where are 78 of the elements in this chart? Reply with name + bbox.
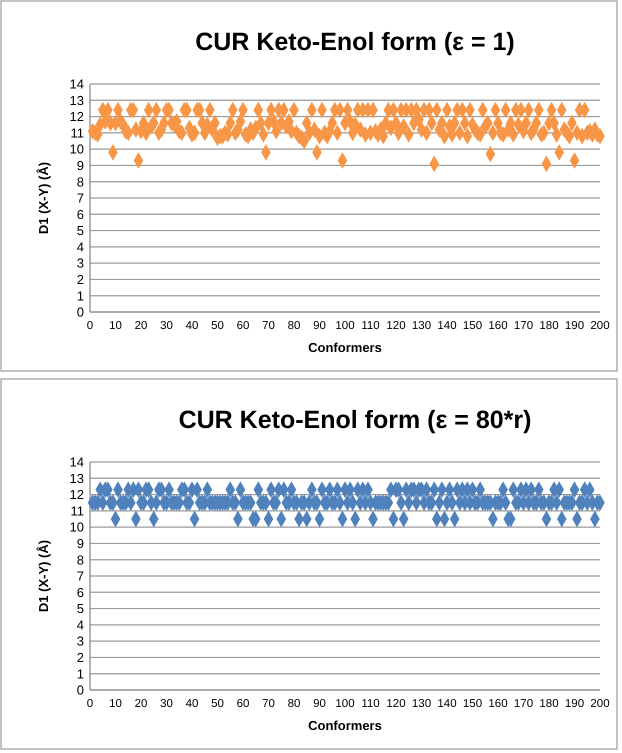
y-tick-label: 6 <box>76 206 84 222</box>
x-tick-label: 0 <box>86 320 94 332</box>
x-tick-label: 180 <box>539 698 559 710</box>
x-tick-label: 40 <box>186 698 198 710</box>
y-tick-label: 9 <box>76 536 84 551</box>
y-tick-label: 3 <box>76 634 84 649</box>
y-tick-label: 8 <box>76 174 84 190</box>
x-tick-label: 170 <box>514 320 534 332</box>
x-tick-label: 160 <box>488 698 508 710</box>
y-tick-label: 13 <box>70 92 84 108</box>
x-tick-label: 0 <box>86 698 94 710</box>
x-tick-label: 70 <box>262 320 275 332</box>
x-tick-label: 10 <box>109 698 122 710</box>
x-tick-label: 50 <box>211 698 224 710</box>
x-tick-label: 140 <box>437 698 457 710</box>
chart-title: CUR Keto-Enol form (ε = 80*r) <box>178 406 532 434</box>
x-tick-label: 200 <box>590 698 610 710</box>
y-tick-label: 9 <box>76 158 84 173</box>
x-tick-label: 190 <box>564 698 584 710</box>
x-tick-label: 90 <box>313 698 326 710</box>
x-tick-label: 120 <box>386 698 406 710</box>
x-tick-label: 90 <box>313 320 326 332</box>
y-tick-label: 7 <box>76 568 84 584</box>
y-tick-label: 11 <box>70 503 84 518</box>
x-tick-label: 130 <box>412 320 432 332</box>
chart-title: CUR Keto-Enol form (ε = 1) <box>195 28 515 56</box>
x-tick-label: 170 <box>514 698 534 710</box>
x-tick-label: 150 <box>462 320 482 332</box>
x-axis-title: Conformers <box>308 340 382 355</box>
y-tick-label: 0 <box>76 682 84 698</box>
y-axis-title: D1 (X-Y) (Å) <box>36 162 51 234</box>
x-tick-label: 150 <box>462 698 482 710</box>
y-tick-label: 2 <box>76 272 84 287</box>
y-tick-label: 12 <box>70 487 84 502</box>
x-axis-title: Conformers <box>308 718 382 733</box>
x-tick-label: 70 <box>262 698 275 710</box>
x-tick-label: 190 <box>564 320 584 332</box>
x-tick-label: 60 <box>236 698 250 710</box>
x-tick-label: 160 <box>488 320 508 332</box>
x-tick-label: 10 <box>109 320 122 332</box>
y-tick-label: 0 <box>76 304 84 320</box>
y-tick-label: 10 <box>70 142 84 157</box>
y-tick-label: 12 <box>70 109 84 124</box>
y-tick-label: 13 <box>70 470 84 486</box>
x-tick-label: 80 <box>288 698 300 710</box>
y-tick-label: 14 <box>70 454 84 470</box>
x-tick-label: 100 <box>335 320 355 332</box>
y-tick-label: 8 <box>76 552 84 568</box>
y-tick-label: 14 <box>70 76 84 92</box>
x-tick-label: 30 <box>160 698 173 710</box>
x-tick-label: 40 <box>186 320 198 332</box>
y-tick-label: 3 <box>76 256 84 271</box>
x-tick-label: 180 <box>539 320 559 332</box>
y-tick-label: 10 <box>70 520 84 535</box>
x-tick-label: 200 <box>590 320 610 332</box>
y-tick-label: 1 <box>76 288 84 304</box>
x-tick-label: 20 <box>134 320 148 332</box>
x-tick-label: 110 <box>361 698 380 710</box>
x-tick-label: 100 <box>335 698 355 710</box>
x-tick-label: 30 <box>160 320 173 332</box>
y-tick-label: 5 <box>76 601 84 616</box>
x-tick-label: 60 <box>236 320 250 332</box>
x-tick-label: 50 <box>211 320 224 332</box>
y-tick-label: 5 <box>76 223 84 238</box>
x-tick-label: 140 <box>437 320 457 332</box>
x-tick-label: 110 <box>361 320 380 332</box>
y-tick-label: 11 <box>70 125 84 140</box>
y-axis-title: D1 (X-Y) (Å) <box>36 540 51 612</box>
x-tick-label: 80 <box>288 320 300 332</box>
x-tick-label: 130 <box>412 698 432 710</box>
y-tick-label: 7 <box>76 190 84 206</box>
y-tick-label: 4 <box>76 239 84 254</box>
y-tick-label: 4 <box>76 617 84 632</box>
y-tick-label: 1 <box>76 666 84 682</box>
x-tick-label: 20 <box>134 698 148 710</box>
x-tick-label: 120 <box>386 320 406 332</box>
y-tick-label: 6 <box>76 584 84 600</box>
y-tick-label: 2 <box>76 650 84 665</box>
